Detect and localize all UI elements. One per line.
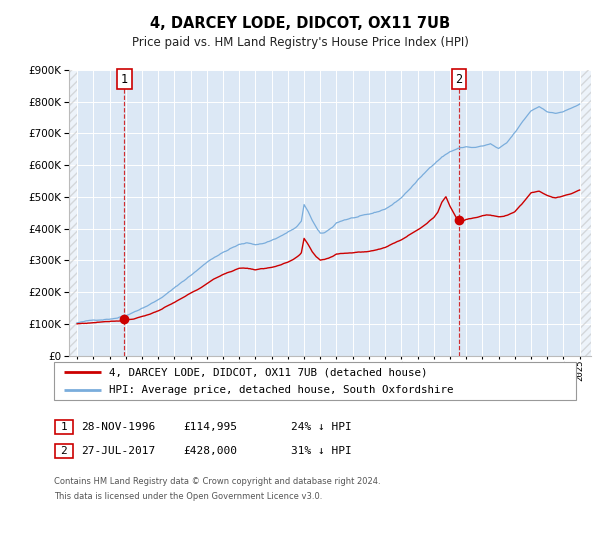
FancyBboxPatch shape [54, 362, 576, 400]
Text: 28-NOV-1996: 28-NOV-1996 [81, 422, 155, 432]
Text: HPI: Average price, detached house, South Oxfordshire: HPI: Average price, detached house, Sout… [109, 385, 454, 395]
Text: 1: 1 [61, 422, 67, 432]
Text: Price paid vs. HM Land Registry's House Price Index (HPI): Price paid vs. HM Land Registry's House … [131, 36, 469, 49]
Text: £428,000: £428,000 [183, 446, 237, 456]
Bar [69, 70, 77, 356]
Text: This data is licensed under the Open Government Licence v3.0.: This data is licensed under the Open Gov… [54, 492, 322, 501]
Text: £114,995: £114,995 [183, 422, 237, 432]
Text: 31% ↓ HPI: 31% ↓ HPI [291, 446, 352, 456]
Text: 2: 2 [61, 446, 67, 456]
Text: 27-JUL-2017: 27-JUL-2017 [81, 446, 155, 456]
Text: 4, DARCEY LODE, DIDCOT, OX11 7UB: 4, DARCEY LODE, DIDCOT, OX11 7UB [150, 16, 450, 31]
Bar [581, 70, 591, 356]
Text: 2: 2 [455, 73, 463, 86]
Text: Contains HM Land Registry data © Crown copyright and database right 2024.: Contains HM Land Registry data © Crown c… [54, 477, 380, 486]
Text: 24% ↓ HPI: 24% ↓ HPI [291, 422, 352, 432]
FancyBboxPatch shape [55, 444, 73, 458]
FancyBboxPatch shape [55, 419, 73, 434]
Text: 1: 1 [121, 73, 128, 86]
Text: 4, DARCEY LODE, DIDCOT, OX11 7UB (detached house): 4, DARCEY LODE, DIDCOT, OX11 7UB (detach… [109, 367, 427, 377]
